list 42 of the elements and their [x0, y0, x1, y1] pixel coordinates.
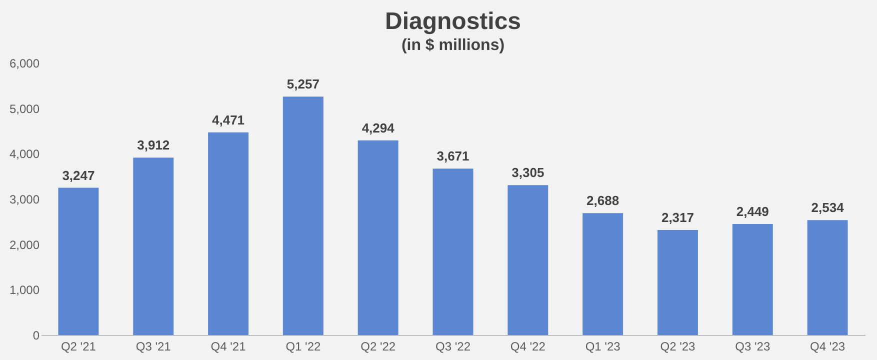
- data-label: 3,305: [512, 165, 544, 180]
- bar: [358, 140, 398, 335]
- x-tick-label: Q4 '22: [510, 340, 546, 354]
- x-tick-label: Q2 '21: [60, 340, 96, 354]
- bar: [432, 168, 474, 335]
- data-label: 2,317: [661, 210, 694, 225]
- chart-subtitle: (in $ millions): [401, 37, 505, 54]
- y-tick-label: 4,000: [9, 147, 40, 162]
- data-label: 3,247: [62, 168, 95, 183]
- bar: [658, 230, 698, 335]
- data-label: 5,257: [286, 76, 320, 92]
- bar: [282, 96, 324, 335]
- bar: [732, 224, 773, 335]
- bar: [807, 220, 848, 335]
- data-label: 3,671: [436, 148, 470, 164]
- x-tick-label: Q4 '23: [810, 340, 846, 354]
- bar: [208, 132, 248, 335]
- y-tick-label: 1,000: [9, 283, 40, 298]
- x-tick-label: Q3 '21: [136, 340, 172, 354]
- data-label: 2,688: [586, 193, 620, 208]
- data-label: 2,449: [736, 204, 769, 219]
- bar: [58, 188, 99, 335]
- x-tick-label: Q4 '21: [210, 340, 246, 354]
- data-label: 4,294: [362, 120, 396, 136]
- x-tick-label: Q2 '23: [660, 340, 696, 354]
- y-tick-label: 3,000: [9, 192, 40, 206]
- bar: [133, 158, 174, 335]
- bar: [508, 185, 548, 335]
- chart-title: Diagnostics: [384, 8, 522, 35]
- x-tick-label: Q2 '22: [360, 340, 396, 354]
- y-tick-label: 6,000: [9, 56, 40, 70]
- y-tick-label: 0: [32, 328, 40, 342]
- data-label: 3,912: [137, 138, 170, 153]
- bar: [582, 213, 624, 335]
- x-tick-label: Q3 '22: [436, 340, 471, 354]
- x-tick-label: Q1 '22: [286, 340, 321, 354]
- x-tick-label: Q1 '23: [585, 340, 621, 354]
- x-tick-label: Q3 '23: [735, 340, 770, 354]
- y-tick-label: 2,000: [9, 238, 40, 252]
- data-label: 4,471: [212, 112, 245, 128]
- y-tick-label: 5,000: [9, 102, 40, 116]
- data-label: 2,534: [811, 200, 845, 216]
